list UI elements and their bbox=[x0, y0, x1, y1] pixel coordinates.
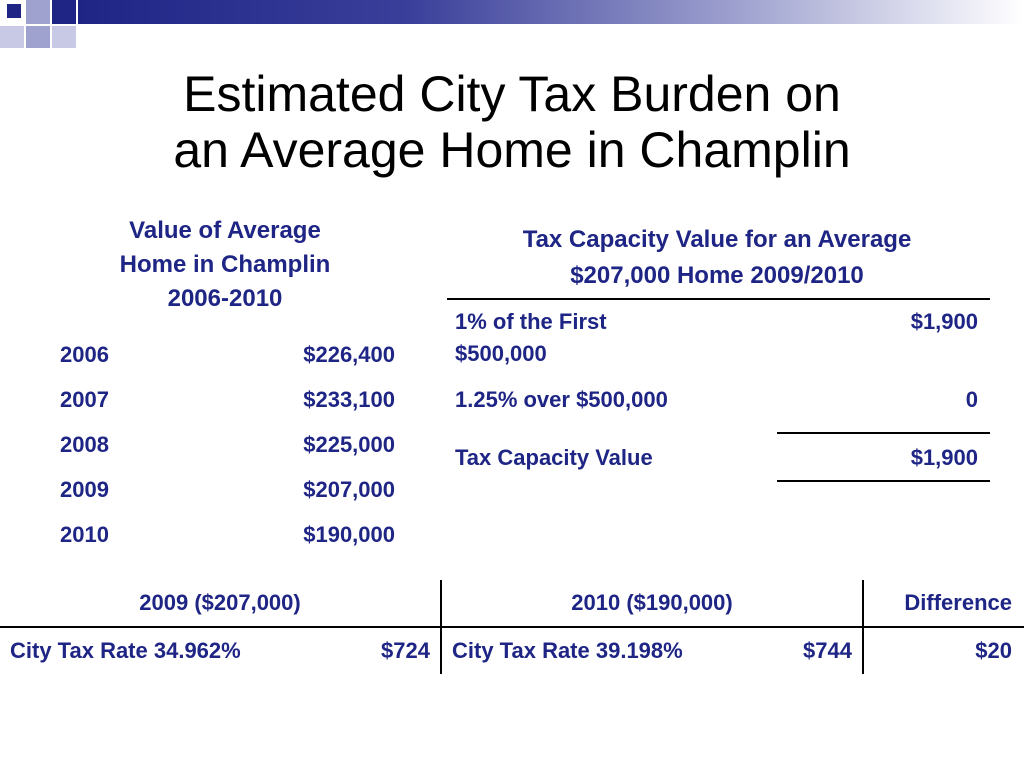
label-line: 1% of the First bbox=[455, 309, 607, 334]
value-cell: $225,000 bbox=[303, 431, 395, 457]
rate-2009-label: City Tax Rate 34.962% bbox=[10, 638, 241, 663]
value-cell: $207,000 bbox=[303, 476, 395, 502]
home-value-table: 2006 $226,400 2007 $233,100 2008 $225,000 2… bbox=[60, 332, 395, 557]
decor-square bbox=[26, 26, 50, 48]
column-header: 2009 ($207,000) bbox=[139, 590, 301, 615]
header-divider bbox=[0, 626, 1024, 628]
row-amount: 0 bbox=[965, 387, 978, 412]
right-heading-line: $207,000 Home 2009/2010 bbox=[570, 262, 864, 289]
table-row: 2007 $233,100 bbox=[60, 377, 395, 422]
gradient-bar bbox=[78, 0, 1024, 24]
table-row: 2010 $190,000 bbox=[60, 512, 395, 557]
subtotal-line bbox=[777, 432, 990, 434]
rate-2009-amount: $724 bbox=[381, 638, 430, 663]
table-row: Tax Capacity Value $1,900 bbox=[447, 434, 990, 482]
label-line: $500,000 bbox=[455, 341, 547, 366]
value-cell: $190,000 bbox=[303, 521, 395, 547]
value-cell: $233,100 bbox=[303, 386, 395, 412]
table-row: 2008 $225,000 bbox=[60, 422, 395, 467]
row-label: 1.25% over $500,000 bbox=[455, 387, 668, 412]
year-cell: 2009 bbox=[60, 476, 109, 502]
left-table-heading: Value of Average Home in Champlin 2006-2… bbox=[60, 214, 390, 316]
decor-square bbox=[52, 0, 76, 24]
column-header: Difference bbox=[864, 580, 1024, 626]
right-heading-line: Tax Capacity Value for an Average bbox=[522, 226, 912, 253]
column-header: 2010 ($190,000) bbox=[571, 590, 733, 615]
divider-line bbox=[447, 298, 990, 300]
header-decoration bbox=[0, 0, 1024, 48]
left-heading-line: Home in Champlin bbox=[119, 251, 331, 278]
right-table-heading: Tax Capacity Value for an Average $207,0… bbox=[452, 222, 982, 294]
left-heading-line: Value of Average bbox=[129, 217, 321, 244]
table-row: 2006 $226,400 bbox=[60, 332, 395, 377]
title-line-2: an Average Home in Champlin bbox=[173, 122, 851, 178]
decor-square bbox=[0, 26, 24, 48]
year-cell: 2008 bbox=[60, 431, 109, 457]
decor-square bbox=[52, 26, 76, 48]
left-heading-line: 2006-2010 bbox=[167, 285, 283, 312]
value-cell: $226,400 bbox=[303, 341, 395, 367]
rate-2010-label: City Tax Rate 39.198% bbox=[452, 638, 683, 663]
decor-square bbox=[26, 0, 50, 24]
row-label: Tax Capacity Value bbox=[455, 445, 653, 470]
row-amount: $1,900 bbox=[910, 445, 978, 470]
difference-header: Difference bbox=[904, 590, 1012, 615]
year-cell: 2010 bbox=[60, 521, 109, 547]
year-cell: 2007 bbox=[60, 386, 109, 412]
slide-title: Estimated City Tax Burden on an Average … bbox=[0, 66, 1024, 178]
total-line bbox=[777, 480, 990, 482]
tax-capacity-table: 1% of the First $500,000 $1,900 1.25% ov… bbox=[447, 304, 990, 482]
rate-2010-amount: $744 bbox=[803, 638, 852, 663]
title-line-1: Estimated City Tax Burden on bbox=[183, 66, 841, 122]
row-label: 1% of the First $500,000 bbox=[455, 306, 705, 370]
table-row: 1% of the First $500,000 $1,900 bbox=[447, 304, 990, 378]
year-cell: 2006 bbox=[60, 341, 109, 367]
difference-amount: $20 bbox=[975, 638, 1012, 663]
decor-square bbox=[0, 0, 24, 24]
row-amount: $1,900 bbox=[910, 309, 978, 334]
table-row: 1.25% over $500,000 0 bbox=[447, 378, 990, 434]
table-row: 2009 $207,000 bbox=[60, 467, 395, 512]
